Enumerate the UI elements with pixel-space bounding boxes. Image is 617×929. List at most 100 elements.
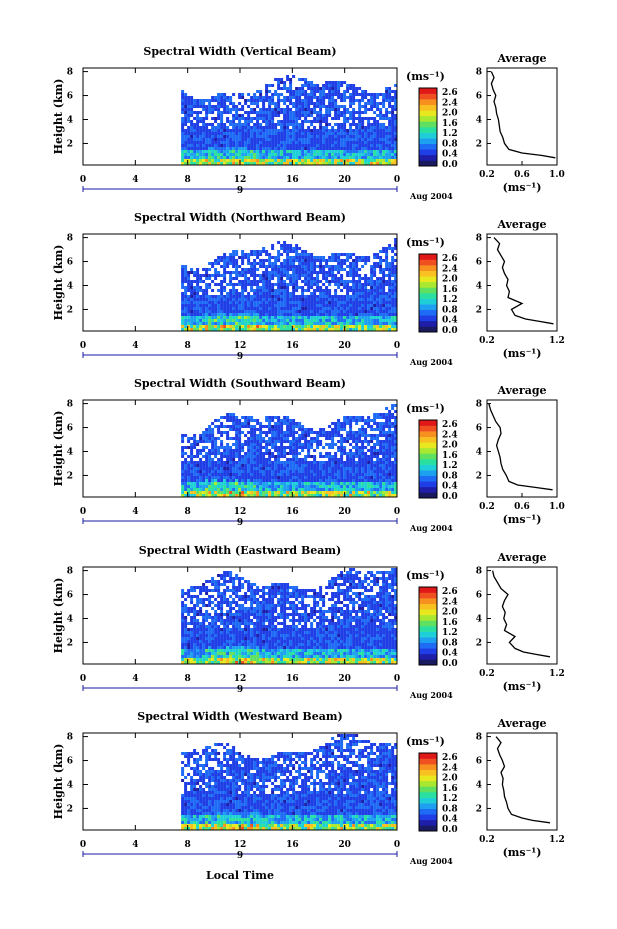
colorbar-tick-label: 2.0 xyxy=(442,275,458,285)
colorbar-swatch xyxy=(419,270,437,277)
colorbar-tick-label: 0.0 xyxy=(442,492,458,502)
x-tick-label: 0 xyxy=(80,341,86,351)
average-title: Average xyxy=(496,52,546,65)
x-tick-label: 0 xyxy=(80,175,86,185)
x-tick-label: 8 xyxy=(185,674,191,684)
y-tick-label: 6 xyxy=(67,757,73,767)
colorbar-swatch xyxy=(419,121,437,128)
average-x-label: (ms⁻¹) xyxy=(503,181,542,194)
x-tick-label: 4 xyxy=(132,840,138,850)
average-x-tick: 0.6 xyxy=(514,502,530,512)
colorbar-swatch xyxy=(419,447,437,454)
average-x-label: (ms⁻¹) xyxy=(503,846,542,859)
average-x-tick: 1.2 xyxy=(549,336,565,346)
average-y-tick: 6 xyxy=(476,258,482,268)
x-tick-label: 16 xyxy=(286,840,299,850)
colorbar-swatch xyxy=(419,259,437,266)
y-tick-label: 2 xyxy=(67,638,73,648)
average-profile: Average 8 6 4 2 0.2 0.6 1.0 (ms⁻¹) xyxy=(476,384,565,526)
colorbar-tick-label: 2.4 xyxy=(442,264,458,274)
colorbar-swatch xyxy=(419,293,437,299)
colorbar-swatch xyxy=(419,769,437,776)
average-y-tick: 4 xyxy=(476,115,482,125)
x-tick-label: 16 xyxy=(286,674,299,684)
day-label: 9 xyxy=(237,186,243,196)
average-frame xyxy=(486,732,558,831)
x-tick-label: 20 xyxy=(338,341,351,351)
average-y-tick: 2 xyxy=(476,638,482,648)
colorbar-swatch xyxy=(419,464,437,471)
colorbar-swatch xyxy=(419,780,437,787)
colorbar-swatch xyxy=(419,631,437,638)
colorbar-unit: (ms⁻¹) xyxy=(406,735,445,748)
colorbar-tick-label: 2.4 xyxy=(442,763,458,773)
panel-1: Spectral Width (Vertical Beam)8642Height… xyxy=(52,45,565,201)
colorbar-swatch xyxy=(419,659,437,666)
panel-4: Spectral Width (Eastward Beam)8642Height… xyxy=(52,544,565,700)
colorbar-frame xyxy=(418,419,438,499)
average-x-tick: 0.2 xyxy=(479,336,495,346)
colorbar-swatch xyxy=(419,442,437,449)
colorbar-swatch xyxy=(419,149,437,156)
colorbar-tick-label: 2.0 xyxy=(442,441,458,451)
x-tick-label: 0 xyxy=(80,674,86,684)
colorbar-swatch xyxy=(419,620,437,627)
colorbar-tick-label: 1.2 xyxy=(442,628,458,638)
colorbar-swatch xyxy=(419,648,437,655)
x-tick-label: 20 xyxy=(338,674,351,684)
colorbar-swatch xyxy=(419,753,437,759)
colorbar-swatch xyxy=(419,99,437,106)
heatmap-cells xyxy=(181,75,398,165)
x-tick-label: 20 xyxy=(338,507,351,517)
colorbar-swatch xyxy=(419,492,437,499)
heatmap-title: Spectral Width (Southward Beam) xyxy=(134,377,346,390)
colorbar-swatch xyxy=(419,88,437,94)
average-x-tick: 1.2 xyxy=(549,835,565,845)
average-line xyxy=(488,403,553,491)
average-profile: Average 8 6 4 2 0.2 1.2 (ms⁻¹) xyxy=(476,551,565,693)
x-tick-label: 16 xyxy=(286,175,299,185)
x-tick-label: 20 xyxy=(338,840,351,850)
colorbar-swatch xyxy=(419,110,437,117)
colorbar-unit: (ms⁻¹) xyxy=(406,236,445,249)
colorbar-swatch xyxy=(419,287,437,294)
colorbar-tick-label: 2.0 xyxy=(442,774,458,784)
colorbar-swatch xyxy=(419,320,437,327)
x-tick-label: 20 xyxy=(338,175,351,185)
colorbar-swatch xyxy=(419,819,437,826)
heatmap-title: Spectral Width (Northward Beam) xyxy=(134,211,346,224)
colorbar-swatch xyxy=(419,598,437,605)
colorbar-swatch xyxy=(419,626,437,632)
y-tick-label: 6 xyxy=(67,92,73,102)
average-y-tick: 6 xyxy=(476,591,482,601)
average-title: Average xyxy=(496,551,546,564)
average-title: Average xyxy=(496,384,546,397)
average-y-tick: 4 xyxy=(476,281,482,291)
colorbar-swatch xyxy=(419,138,437,145)
colorbar-swatch xyxy=(419,475,437,482)
average-y-tick: 6 xyxy=(476,424,482,434)
colorbar-unit: (ms⁻¹) xyxy=(406,402,445,415)
colorbar-tick-label: 2.0 xyxy=(442,608,458,618)
colorbar-tick-label: 0.4 xyxy=(442,649,458,659)
average-x-label: (ms⁻¹) xyxy=(503,680,542,693)
colorbar-swatch xyxy=(419,304,437,311)
y-axis-label: Height (km) xyxy=(52,744,65,820)
y-tick-label: 8 xyxy=(67,400,73,410)
panel-5: Spectral Width (Westward Beam)8642Height… xyxy=(52,710,565,866)
colorbar-swatch xyxy=(419,315,437,322)
colorbar-tick-label: 2.4 xyxy=(442,430,458,440)
colorbar-tick-label: 2.6 xyxy=(442,753,458,763)
y-tick-label: 8 xyxy=(67,733,73,743)
colorbar-tick-label: 1.2 xyxy=(442,794,458,804)
average-y-tick: 8 xyxy=(476,733,482,743)
average-line xyxy=(490,71,556,159)
colorbar-tick-label: 1.6 xyxy=(442,618,458,628)
x-tick-label: 0 xyxy=(394,674,400,684)
date-label: Aug 2004 xyxy=(409,690,453,700)
colorbar-swatch xyxy=(419,814,437,821)
average-profile: Average 8 6 4 2 0.2 1.2 (ms⁻¹) xyxy=(476,218,565,360)
average-profile: Average 8 6 4 2 0.2 0.6 1.0 (ms⁻¹) xyxy=(476,52,565,194)
x-tick-label: 12 xyxy=(234,175,247,185)
